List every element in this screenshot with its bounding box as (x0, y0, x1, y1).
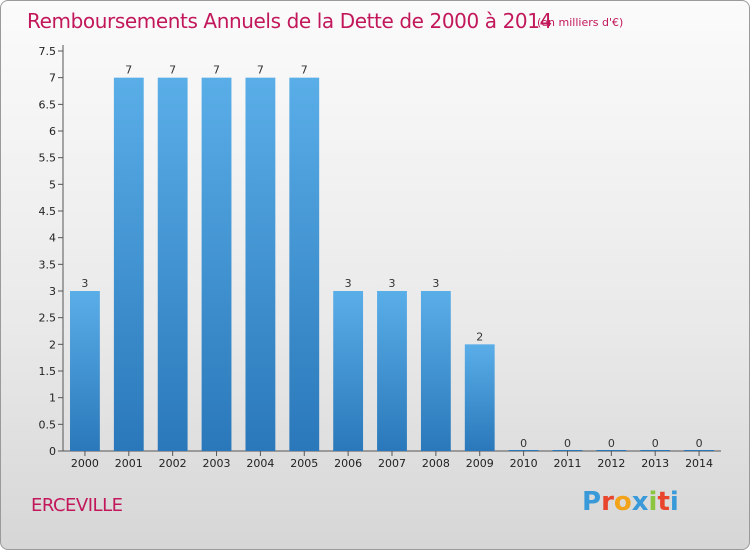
logo-letter: x (631, 487, 649, 517)
x-tick-label: 2011 (553, 457, 581, 470)
data-label: 3 (389, 277, 396, 290)
data-label: 7 (257, 64, 264, 77)
x-tick-label: 2003 (203, 457, 231, 470)
logo-letter: i (648, 487, 658, 517)
data-label: 0 (564, 437, 571, 450)
x-tick-label: 2013 (641, 457, 669, 470)
y-tick-label: 5 (49, 178, 56, 191)
bar (684, 450, 714, 451)
data-label: 3 (432, 277, 439, 290)
y-tick-label: 6 (49, 125, 56, 138)
data-label: 7 (125, 64, 132, 77)
y-tick-label: 0 (49, 445, 56, 458)
x-tick-label: 2007 (378, 457, 406, 470)
logo-letter: o (613, 487, 632, 517)
y-tick-label: 7.5 (39, 45, 57, 58)
chart-bars (70, 77, 714, 452)
data-label: 7 (213, 64, 220, 77)
y-tick-label: 0.5 (39, 418, 57, 431)
chart-data-labels: 3 7 7 7 7 7 3 3 3 2 0 0 0 0 0 (81, 64, 702, 450)
y-tick-label: 7 (49, 72, 56, 85)
proxiti-logo[interactable]: Proxiti (582, 487, 679, 517)
x-tick-label: 2002 (159, 457, 187, 470)
bar (508, 450, 539, 451)
bar (157, 77, 188, 452)
x-tick-label: 2008 (422, 457, 450, 470)
logo-letter: t (657, 487, 670, 517)
bar (552, 450, 583, 451)
bar (333, 291, 364, 451)
logo-letter: r (601, 487, 614, 517)
data-label: 0 (608, 437, 615, 450)
bar (640, 450, 671, 451)
y-tick-label: 1 (49, 392, 56, 405)
x-tick-label: 2009 (466, 457, 494, 470)
x-tick-label: 2012 (597, 457, 625, 470)
x-tick-label: 2006 (334, 457, 362, 470)
commune-name: ERCEVILLE (31, 495, 123, 516)
bar (201, 77, 232, 452)
data-label: 0 (652, 437, 659, 450)
y-tick-label: 3 (49, 285, 56, 298)
bar (113, 77, 144, 452)
data-label: 0 (520, 437, 527, 450)
x-tick-label: 2000 (71, 457, 99, 470)
data-label: 3 (81, 277, 88, 290)
chart-title: Remboursements Annuels de la Dette de 20… (27, 9, 552, 33)
x-tick-label: 2004 (246, 457, 274, 470)
y-tick-label: 5.5 (39, 152, 57, 165)
y-tick-label: 4.5 (39, 205, 57, 218)
y-tick-label: 3.5 (39, 258, 57, 271)
y-tick-label: 4 (49, 232, 56, 245)
data-label: 0 (696, 437, 703, 450)
bar (70, 291, 100, 451)
x-tick-label: 2005 (290, 457, 318, 470)
logo-letter: i (669, 487, 679, 517)
bar (464, 344, 495, 451)
x-tick-label: 2001 (115, 457, 143, 470)
bar (596, 450, 627, 451)
data-label: 3 (345, 277, 352, 290)
data-label: 7 (169, 64, 176, 77)
x-tick-label: 2014 (685, 457, 713, 470)
y-tick-label: 2 (49, 338, 56, 351)
bar (289, 77, 320, 452)
bar (420, 291, 451, 451)
y-tick-label: 6.5 (39, 98, 57, 111)
x-tick-label: 2010 (510, 457, 538, 470)
data-label: 2 (476, 330, 483, 343)
bar (245, 77, 276, 452)
y-tick-label: 1.5 (39, 365, 57, 378)
y-tick-label: 2.5 (39, 312, 57, 325)
logo-letter: P (582, 487, 602, 517)
chart-unit: (en milliers d'€) (537, 16, 624, 29)
bar (377, 291, 407, 451)
data-label: 7 (301, 64, 308, 77)
